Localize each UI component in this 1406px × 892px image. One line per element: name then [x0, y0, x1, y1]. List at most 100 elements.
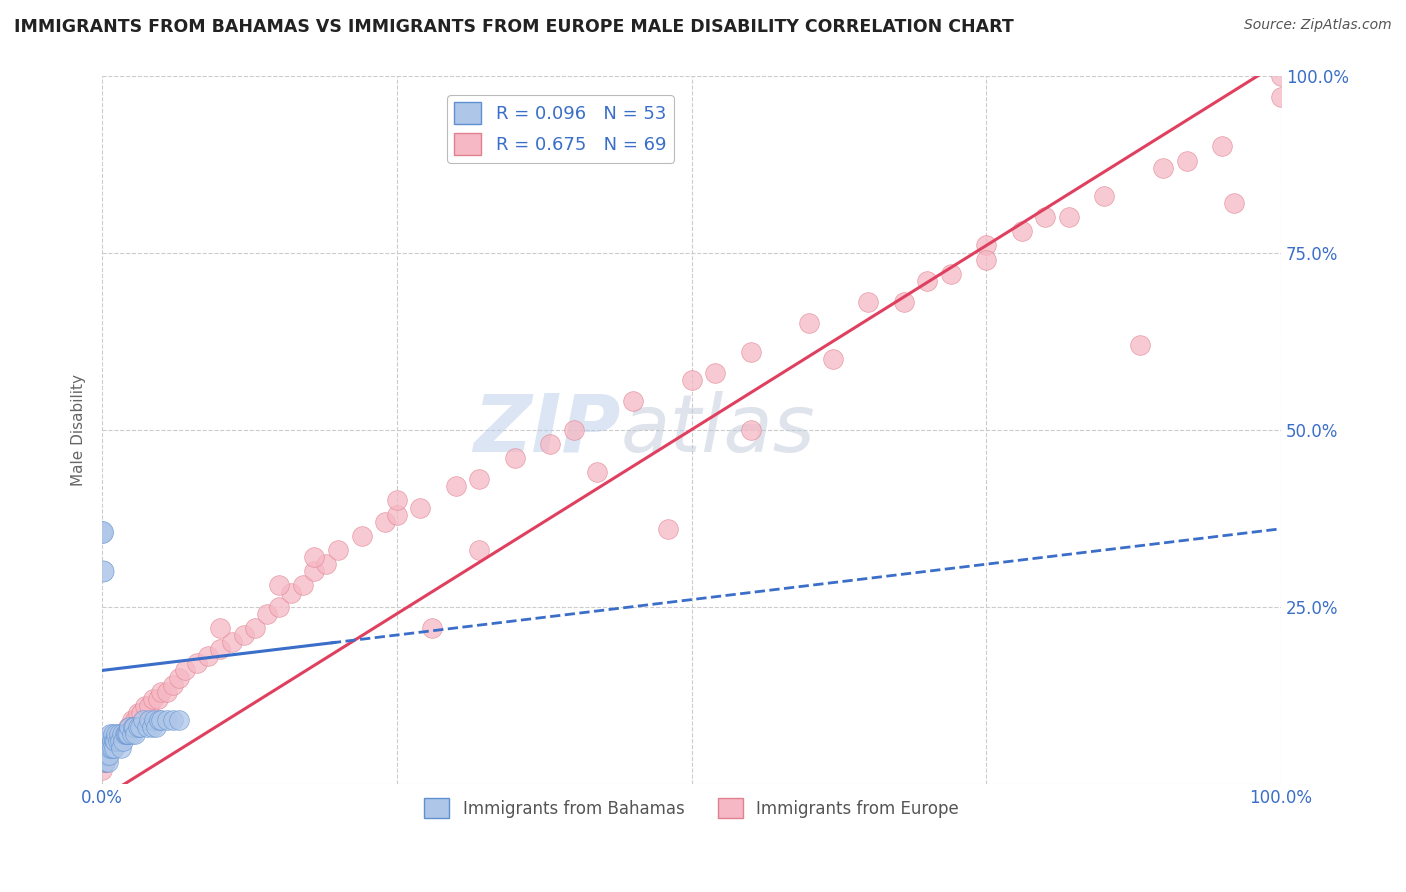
Point [101, 741, 124, 756]
Point [156, 713, 179, 727]
Point [97, 741, 120, 756]
Point [121, 720, 143, 734]
Point [122, 720, 145, 734]
Point [124, 727, 146, 741]
Point [232, 628, 254, 642]
Point [468, 472, 491, 486]
Point [974, 252, 997, 267]
Point [93, 564, 115, 578]
Point [974, 238, 997, 252]
Point [100, 734, 122, 748]
Legend: Immigrants from Bahamas, Immigrants from Europe: Immigrants from Bahamas, Immigrants from… [418, 791, 966, 825]
Point [1175, 153, 1198, 168]
Point [93, 748, 115, 763]
Point [256, 607, 278, 621]
Point [101, 727, 124, 741]
Point [1033, 210, 1056, 224]
Point [91, 525, 114, 540]
Point [111, 727, 134, 741]
Point [538, 437, 561, 451]
Text: atlas: atlas [621, 391, 815, 468]
Point [94, 748, 117, 763]
Point [145, 720, 167, 734]
Point [173, 664, 195, 678]
Point [114, 727, 136, 741]
Point [118, 720, 141, 734]
Point [657, 522, 679, 536]
Point [209, 642, 232, 657]
Point [138, 698, 160, 713]
Point [939, 267, 962, 281]
Point [108, 727, 131, 741]
Point [127, 720, 149, 734]
Point [93, 756, 115, 770]
Point [93, 734, 115, 748]
Point [117, 727, 139, 741]
Point [162, 713, 184, 727]
Point [110, 741, 132, 756]
Point [681, 373, 703, 387]
Point [96, 748, 118, 763]
Point [156, 684, 179, 698]
Point [91, 763, 114, 777]
Point [209, 621, 232, 635]
Point [1057, 210, 1080, 224]
Point [100, 741, 122, 756]
Point [104, 734, 127, 748]
Point [1270, 89, 1292, 103]
Point [221, 635, 243, 649]
Point [97, 748, 120, 763]
Point [280, 585, 302, 599]
Y-axis label: Male Disability: Male Disability [72, 374, 86, 485]
Point [143, 713, 166, 727]
Point [100, 741, 122, 756]
Point [326, 543, 349, 558]
Point [150, 684, 173, 698]
Point [374, 515, 396, 529]
Point [1128, 337, 1150, 351]
Point [98, 734, 121, 748]
Point [136, 720, 159, 734]
Point [162, 677, 184, 691]
Point [141, 720, 163, 734]
Point [103, 734, 125, 748]
Point [917, 274, 939, 288]
Point [1092, 189, 1115, 203]
Point [93, 756, 115, 770]
Point [503, 450, 526, 465]
Point [1270, 69, 1292, 83]
Point [98, 741, 121, 756]
Point [245, 621, 267, 635]
Point [586, 465, 609, 479]
Point [96, 741, 118, 756]
Point [167, 713, 190, 727]
Point [98, 748, 121, 763]
Point [105, 734, 128, 748]
Point [304, 550, 326, 565]
Point [267, 578, 290, 592]
Point [121, 727, 143, 741]
Point [129, 720, 152, 734]
Point [138, 713, 160, 727]
Point [267, 599, 290, 614]
Point [114, 727, 136, 741]
Point [103, 741, 125, 756]
Point [1011, 224, 1033, 238]
Point [93, 756, 115, 770]
Point [96, 748, 118, 763]
Point [420, 621, 443, 635]
Point [621, 394, 644, 409]
Point [1211, 139, 1233, 153]
Point [94, 748, 117, 763]
Point [350, 529, 373, 543]
Point [100, 727, 122, 741]
Point [112, 727, 135, 741]
Point [385, 508, 408, 522]
Point [94, 734, 117, 748]
Point [105, 727, 128, 741]
Point [107, 734, 129, 748]
Point [91, 525, 114, 540]
Point [134, 698, 156, 713]
Point [562, 423, 585, 437]
Point [111, 727, 134, 741]
